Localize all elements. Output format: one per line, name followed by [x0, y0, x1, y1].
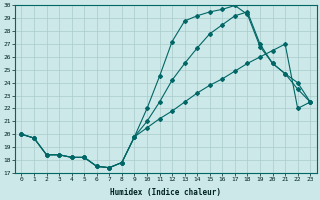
X-axis label: Humidex (Indice chaleur): Humidex (Indice chaleur): [110, 188, 221, 197]
